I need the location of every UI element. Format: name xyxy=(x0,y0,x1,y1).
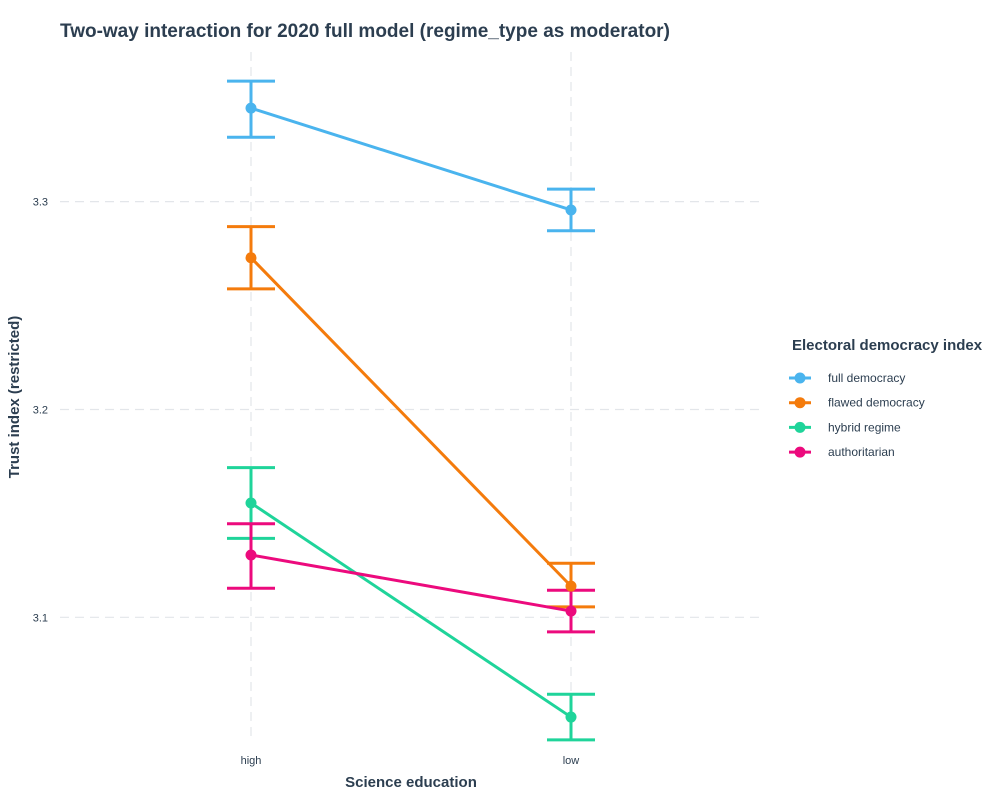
series-line xyxy=(249,256,573,588)
legend-label: hybrid regime xyxy=(828,420,901,434)
data-point xyxy=(245,497,257,509)
x-tick-label: low xyxy=(563,755,580,767)
legend-key-point xyxy=(794,446,806,458)
legend: full democracy flawed democracy hybrid reg… xyxy=(789,371,925,459)
x-axis-title: Science education xyxy=(345,774,477,791)
data-point xyxy=(565,605,577,617)
legend-key-point xyxy=(794,421,806,433)
legend-label: full democracy xyxy=(828,371,905,385)
legend-title: Electoral democracy index xyxy=(792,337,983,354)
series-lines xyxy=(249,106,573,719)
data-point xyxy=(245,549,257,561)
data-point xyxy=(565,711,577,723)
legend-label: authoritarian xyxy=(828,445,895,459)
y-tick-label: 3.2 xyxy=(33,404,48,416)
series-line xyxy=(250,501,572,719)
series-line xyxy=(250,106,572,212)
data-points xyxy=(245,102,577,723)
data-point xyxy=(245,102,257,114)
data-point xyxy=(565,580,577,592)
legend-key-point xyxy=(794,397,806,409)
y-tick-label: 3.1 xyxy=(33,612,48,624)
grid xyxy=(60,52,765,742)
data-point xyxy=(245,252,257,264)
x-axis-ticks: high low xyxy=(241,755,580,767)
error-bars xyxy=(227,79,595,742)
y-axis-title: Trust index (restricted) xyxy=(6,316,23,479)
legend-key-point xyxy=(794,372,806,384)
chart-title: Two-way interaction for 2020 full model … xyxy=(60,21,670,42)
x-tick-label: high xyxy=(241,755,262,767)
legend-label: flawed democracy xyxy=(828,396,925,410)
data-point xyxy=(565,204,577,216)
y-axis-ticks: 3.1 3.2 3.3 xyxy=(33,197,48,625)
y-tick-label: 3.3 xyxy=(33,197,48,209)
series-line xyxy=(250,553,572,613)
